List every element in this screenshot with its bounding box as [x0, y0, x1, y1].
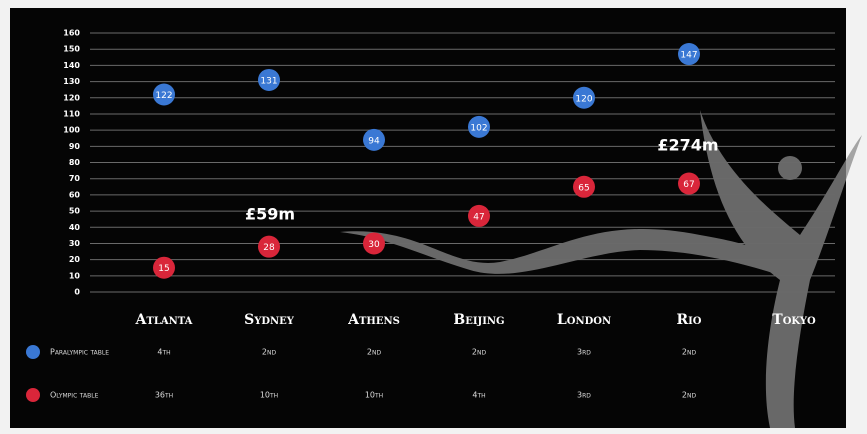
y-tick-label: 160	[63, 29, 80, 38]
rank-label: 3rd	[577, 391, 591, 400]
x-tick-label: Sydney	[244, 312, 295, 328]
data-point	[363, 232, 385, 255]
data-label: 47	[473, 212, 484, 222]
data-point	[258, 235, 280, 258]
data-point	[363, 128, 385, 151]
y-tick-label: 90	[69, 142, 81, 151]
data-point	[468, 115, 490, 138]
y-tick-label: 80	[69, 158, 81, 167]
rank-label: 4th	[157, 348, 170, 357]
rank-label: 36th	[155, 391, 173, 400]
y-tick-label: 110	[63, 109, 80, 118]
rank-label: 3rd	[577, 348, 591, 357]
y-tick-label: 10	[69, 271, 81, 280]
rank-label: 4th	[472, 391, 485, 400]
y-tick-label: 150	[63, 45, 80, 54]
data-point	[573, 175, 595, 198]
data-label: 15	[158, 264, 169, 274]
x-tick-label: Rio	[676, 312, 701, 328]
rank-label: 2nd	[682, 391, 697, 400]
data-label: 30	[368, 240, 380, 250]
data-label: 131	[260, 76, 277, 86]
x-tick-label: Athens	[347, 312, 400, 328]
data-point	[573, 86, 595, 109]
y-tick-label: 70	[69, 174, 81, 183]
y-tick-label: 60	[69, 190, 81, 199]
y-tick-label: 20	[69, 255, 81, 264]
legend-marker	[26, 388, 40, 402]
rank-label: 2nd	[262, 348, 277, 357]
x-tick-label: Atlanta	[135, 312, 193, 328]
legend-label: Paralympic table	[50, 348, 109, 357]
rank-label: 10th	[365, 391, 383, 400]
data-label: 147	[680, 51, 697, 61]
data-label: 122	[155, 91, 172, 101]
rank-label: 2nd	[367, 348, 382, 357]
data-point	[468, 204, 490, 227]
rank-label: 2nd	[472, 348, 487, 357]
y-tick-label: 0	[74, 288, 80, 297]
y-tick-label: 100	[63, 126, 80, 135]
data-point	[678, 43, 700, 66]
annotation: £274m	[657, 136, 718, 155]
data-label: 67	[683, 180, 694, 190]
y-tick-label: 120	[63, 93, 80, 102]
chart-background	[10, 8, 846, 428]
data-point	[153, 256, 175, 279]
data-point	[153, 83, 175, 106]
x-tick-label: London	[557, 312, 611, 328]
rank-label: 10th	[260, 391, 278, 400]
x-tick-label: Tokyo	[772, 312, 816, 328]
data-point	[678, 172, 700, 195]
legend-label: Olympic table	[50, 391, 99, 400]
y-tick-label: 130	[63, 77, 80, 86]
data-label: 94	[368, 136, 380, 146]
y-tick-label: 140	[63, 61, 80, 70]
data-label: 28	[263, 243, 275, 253]
x-tick-label: Beijing	[453, 312, 504, 328]
data-label: 65	[578, 183, 589, 193]
data-point	[258, 68, 280, 91]
y-tick-label: 30	[69, 239, 81, 248]
data-label: 102	[470, 123, 487, 133]
y-tick-label: 50	[69, 207, 81, 216]
legend-marker	[26, 345, 40, 359]
data-label: 120	[575, 94, 592, 104]
annotation: £59m	[245, 205, 295, 224]
y-tick-label: 40	[69, 223, 81, 232]
rank-label: 2nd	[682, 348, 697, 357]
